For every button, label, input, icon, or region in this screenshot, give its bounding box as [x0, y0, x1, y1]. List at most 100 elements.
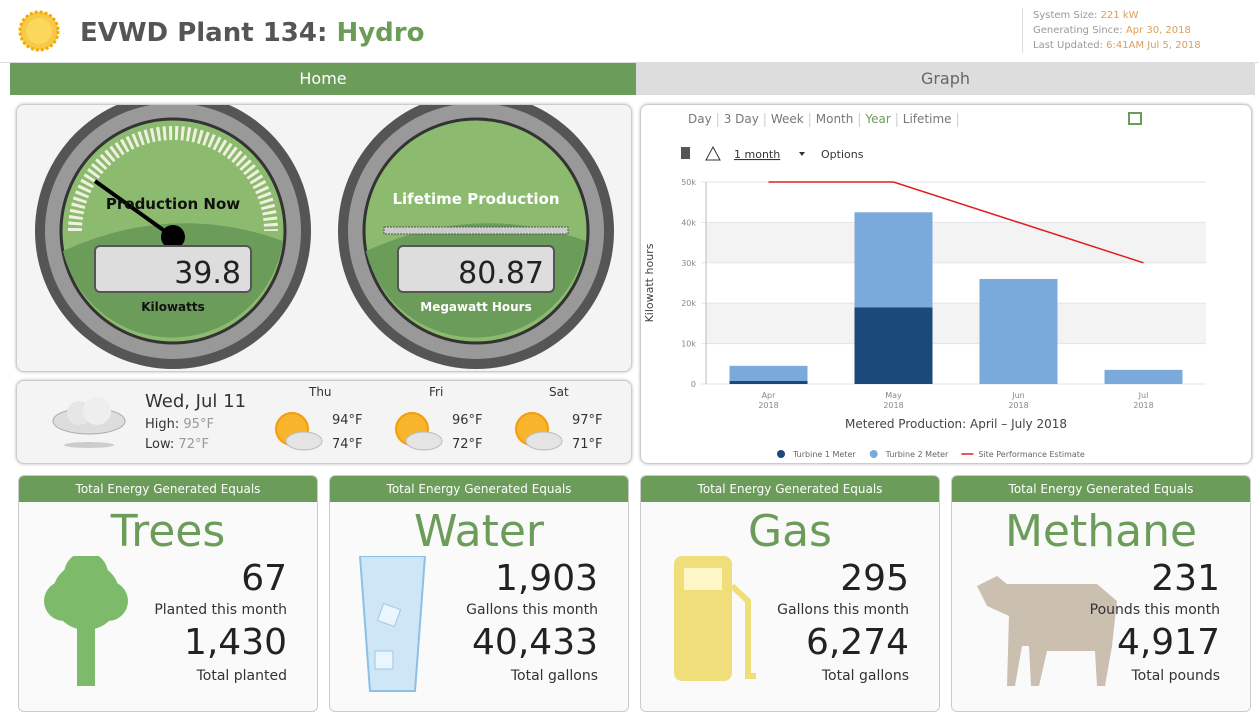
forecast-day: Sat — [549, 385, 569, 399]
info-value: 221 kW — [1101, 10, 1139, 21]
card-icon — [44, 556, 194, 696]
hose — [732, 586, 756, 676]
info-value: 6:41AM Jul 5, 2018 — [1106, 40, 1201, 51]
tab[interactable]: Graph — [636, 63, 1255, 95]
bar — [1105, 370, 1183, 384]
cow — [977, 576, 1117, 686]
total-label: Total gallons — [511, 668, 598, 684]
forecast-day: Thu — [309, 385, 332, 399]
month-label: Gallons this month — [466, 602, 598, 618]
card-title: Trees — [19, 506, 317, 557]
gauge-unit: Megawatt Hours — [420, 300, 532, 314]
forecast-day: Fri — [429, 385, 443, 399]
info-label: Last Updated: — [1033, 40, 1103, 51]
y-tick-label: 40k — [681, 218, 696, 227]
month-value: 1,903 — [495, 558, 598, 599]
range-option[interactable]: 3 Day — [724, 112, 759, 126]
graph-panel: Day 3 Day Week Month Year Lifetime 1 month Opti… — [640, 104, 1252, 464]
options-menu[interactable]: Options — [821, 148, 864, 161]
cloud — [526, 432, 562, 450]
legend-label: Turbine 2 Meter — [885, 450, 949, 459]
gauge-value: 80.87 — [458, 256, 544, 291]
legend-label: Site Performance Estimate — [978, 450, 1085, 459]
header: EVWD Plant 134: Hydro System Size: 221 k… — [0, 0, 1259, 63]
bar — [730, 381, 808, 384]
month-label: Gallons this month — [777, 602, 909, 618]
calendar-icon[interactable] — [1129, 113, 1141, 124]
page: {"header":{"title":"EVWD Plant 134:","su… — [0, 0, 1259, 721]
info-label: Generating Since: — [1033, 25, 1123, 36]
forecast-high: 94°F — [332, 413, 363, 428]
today-low: Low: 72°F — [145, 437, 209, 452]
grid-band — [706, 222, 1206, 262]
dropdown-arrow — [799, 152, 805, 156]
ice — [375, 651, 393, 669]
gauge-bar — [384, 227, 568, 234]
cloud — [286, 432, 322, 450]
warning-icon[interactable] — [706, 147, 720, 160]
month-value: 295 — [840, 558, 909, 599]
title: EVWD Plant 134: — [80, 18, 327, 48]
forecast-low: 72°F — [452, 437, 483, 452]
total-label: Total gallons — [822, 668, 909, 684]
month-label: Planted this month — [154, 602, 287, 618]
tab[interactable]: Home — [10, 63, 636, 95]
sun-cloud-icon — [392, 409, 444, 454]
bar — [855, 307, 933, 384]
range-option[interactable]: Month — [816, 112, 854, 126]
month-value: 231 — [1151, 558, 1220, 599]
range-option[interactable]: Week — [771, 112, 804, 126]
y-tick-label: 30k — [681, 259, 696, 268]
info-line: Generating Since: Apr 30, 2018 — [1033, 23, 1201, 38]
bar — [855, 212, 933, 307]
calculator-icon[interactable] — [681, 147, 690, 159]
total-value: 6,274 — [806, 622, 909, 663]
cloud — [406, 432, 442, 450]
bar — [730, 366, 808, 381]
sun-cloud-icon — [272, 409, 324, 454]
legend-label: Turbine 1 Meter — [792, 450, 856, 459]
range-option[interactable]: Lifetime — [903, 112, 952, 126]
today-high: High: 95°F — [145, 417, 214, 432]
today-day: Wed, Jul 11 — [145, 391, 246, 412]
y-tick-label: 20k — [681, 299, 696, 308]
range-option[interactable]: Year — [864, 112, 890, 126]
info-value: Apr 30, 2018 — [1126, 25, 1191, 36]
y-tick-label: 0 — [691, 380, 696, 389]
gauge-label: Production Now — [106, 195, 240, 213]
forecast-low: 74°F — [332, 437, 363, 452]
card-title: Water — [330, 506, 628, 557]
grid-band — [706, 303, 1206, 343]
label: High: — [145, 417, 179, 432]
card-header: Total Energy Generated Equals — [19, 476, 317, 502]
card-header: Total Energy Generated Equals — [641, 476, 939, 502]
total-label: Total planted — [197, 668, 287, 684]
y-tick-label: 10k — [681, 340, 696, 349]
chart: Day 3 Day Week Month Year Lifetime 1 month Opti… — [641, 105, 1251, 463]
info-label: System Size: — [1033, 10, 1097, 21]
range-option[interactable]: Day — [688, 112, 712, 126]
total-value: 40,433 — [472, 622, 598, 663]
card-icon — [666, 556, 816, 696]
total-value: 4,917 — [1117, 622, 1220, 663]
forecast-low: 71°F — [572, 437, 603, 452]
sun-logo — [18, 10, 60, 52]
month-value: 67 — [241, 558, 287, 599]
info-line: System Size: 221 kW — [1033, 8, 1201, 23]
card-header: Total Energy Generated Equals — [952, 476, 1250, 502]
subtitle: Hydro — [336, 18, 424, 48]
total-label: Total pounds — [1131, 668, 1220, 684]
legend-marker — [870, 450, 878, 458]
period-select[interactable]: 1 month — [734, 148, 780, 161]
gauge-label: Lifetime Production — [392, 190, 559, 208]
